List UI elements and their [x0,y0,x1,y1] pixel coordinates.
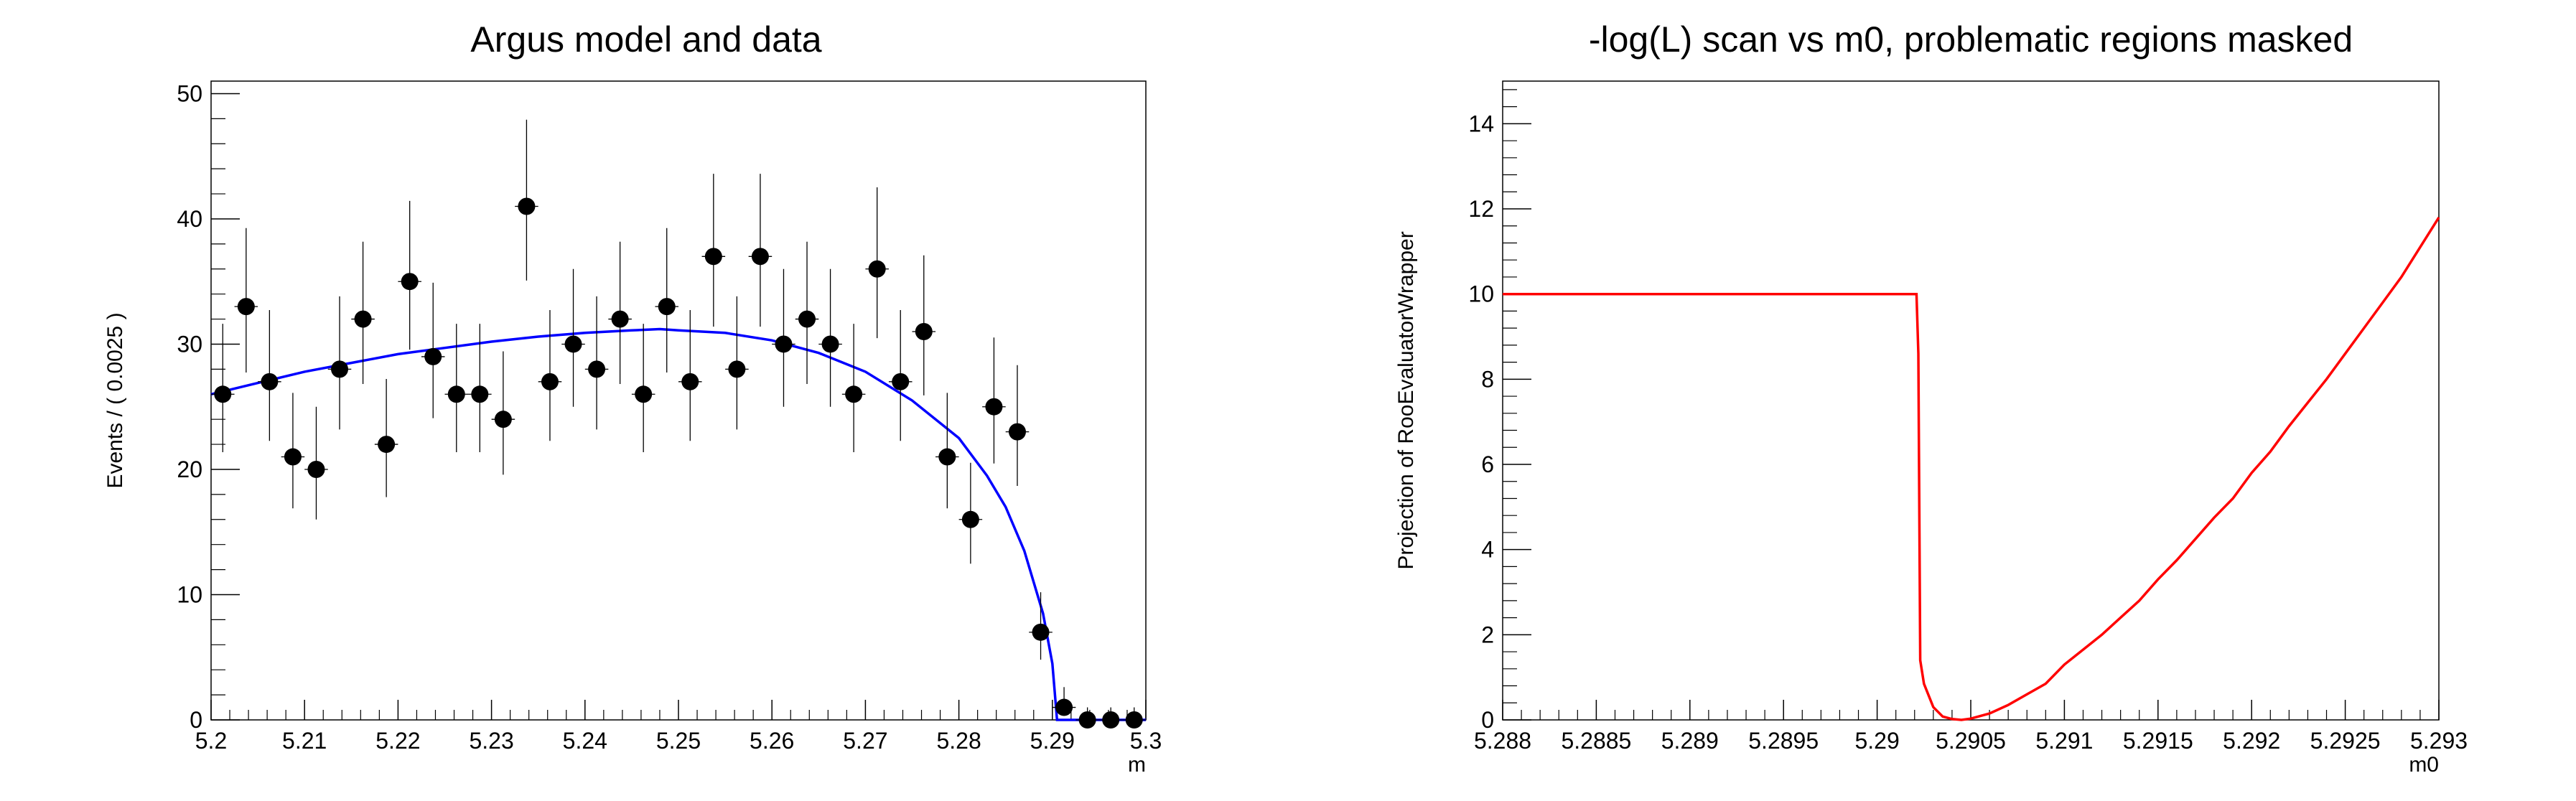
y-tick-label: 50 [177,80,202,106]
data-point [1102,711,1120,729]
data-point [961,510,979,528]
y-tick-label: 6 [1481,451,1494,477]
y-tick-label: 10 [177,581,202,607]
chart-title: -log(L) scan vs m0, problematic regions … [1589,19,2353,60]
x-tick-label: 5.2925 [2310,728,2381,754]
x-tick-label: 5.26 [750,728,794,754]
data-point [611,310,629,328]
x-tick-label: 5.24 [563,728,607,754]
data-point [494,411,512,428]
y-tick-label: 20 [177,456,202,482]
y-tick-label: 12 [1468,196,1494,222]
x-tick-label: 5.2895 [1748,728,1819,754]
x-tick-label: 5.22 [375,728,420,754]
x-tick-label: 5.2 [195,728,227,754]
data-point [845,385,863,403]
data-point [798,310,816,328]
nll-scan-curve [1503,216,2440,721]
data-point [588,360,606,378]
data-point [378,436,396,454]
data-point [214,385,232,403]
y-tick-label: 14 [1468,111,1494,136]
x-tick-label: 5.29 [1854,728,1899,754]
argus-plot-panel: Argus model and data Events / ( 0.0025 )… [103,19,1162,777]
y-tick-label: 4 [1481,537,1494,563]
data-point [728,360,746,378]
data-point [518,197,536,215]
data-point [564,335,582,353]
data-point [892,373,910,390]
data-point [541,373,559,390]
x-tick-label: 5.29 [1030,728,1075,754]
plot-frame [210,80,1147,721]
data-point [237,298,255,316]
x-tick-label: 5.21 [282,728,327,754]
model-curve [210,327,1146,721]
data-point [821,335,839,353]
y-tick-label: 0 [1481,707,1494,733]
x-tick-label: 5.2885 [1561,728,1631,754]
x-axis-label: m0 [2409,753,2439,777]
data-point [658,298,676,316]
data-point [307,460,325,478]
x-tick-label: 5.23 [469,728,513,754]
y-tick-label: 10 [1468,281,1494,307]
data-point [868,260,886,278]
data-point [1032,623,1050,641]
x-tick-label: 5.3 [1130,728,1162,754]
data-point [1008,423,1026,441]
data-point [915,323,933,341]
y-tick-label: 8 [1481,366,1494,392]
data-point [985,398,1003,416]
y-tick-label: 30 [177,331,202,357]
x-tick-label: 5.2905 [1936,728,2006,754]
plot-frame [1502,80,2440,721]
data-point [681,373,699,390]
x-tick-label: 5.293 [2410,728,2468,754]
data-point [635,385,653,403]
nll-scan-panel: -log(L) scan vs m0, problematic regions … [1394,19,2468,777]
data-point [354,310,372,328]
chart-title: Argus model and data [470,19,821,60]
x-tick-label: 5.25 [656,728,701,754]
y-tick-label: 40 [177,206,202,232]
y-axis-label: Projection of RooEvaluatorWrapper [1394,231,1418,569]
y-tick-label: 2 [1481,622,1494,647]
data-point [1078,711,1096,729]
x-tick-label: 5.288 [1474,728,1531,754]
data-point [447,385,465,403]
data-point [775,335,793,353]
y-axis-label: Events / ( 0.0025 ) [103,312,127,488]
y-tick-label: 0 [190,707,202,733]
data-point [1125,711,1143,729]
x-tick-label: 5.291 [2035,728,2093,754]
x-tick-label: 5.289 [1661,728,1719,754]
x-axis-label: m [1128,753,1146,777]
data-point [1055,698,1073,716]
x-tick-label: 5.292 [2223,728,2280,754]
data-point [471,385,489,403]
data-point [284,448,302,466]
data-point [401,273,419,291]
data-point [331,360,349,378]
data-point [261,373,279,390]
x-tick-label: 5.2915 [2123,728,2193,754]
x-tick-label: 5.27 [843,728,887,754]
data-point [751,248,769,266]
data-point [424,347,442,365]
x-tick-label: 5.28 [936,728,981,754]
data-point [938,448,956,466]
data-point [704,248,722,266]
